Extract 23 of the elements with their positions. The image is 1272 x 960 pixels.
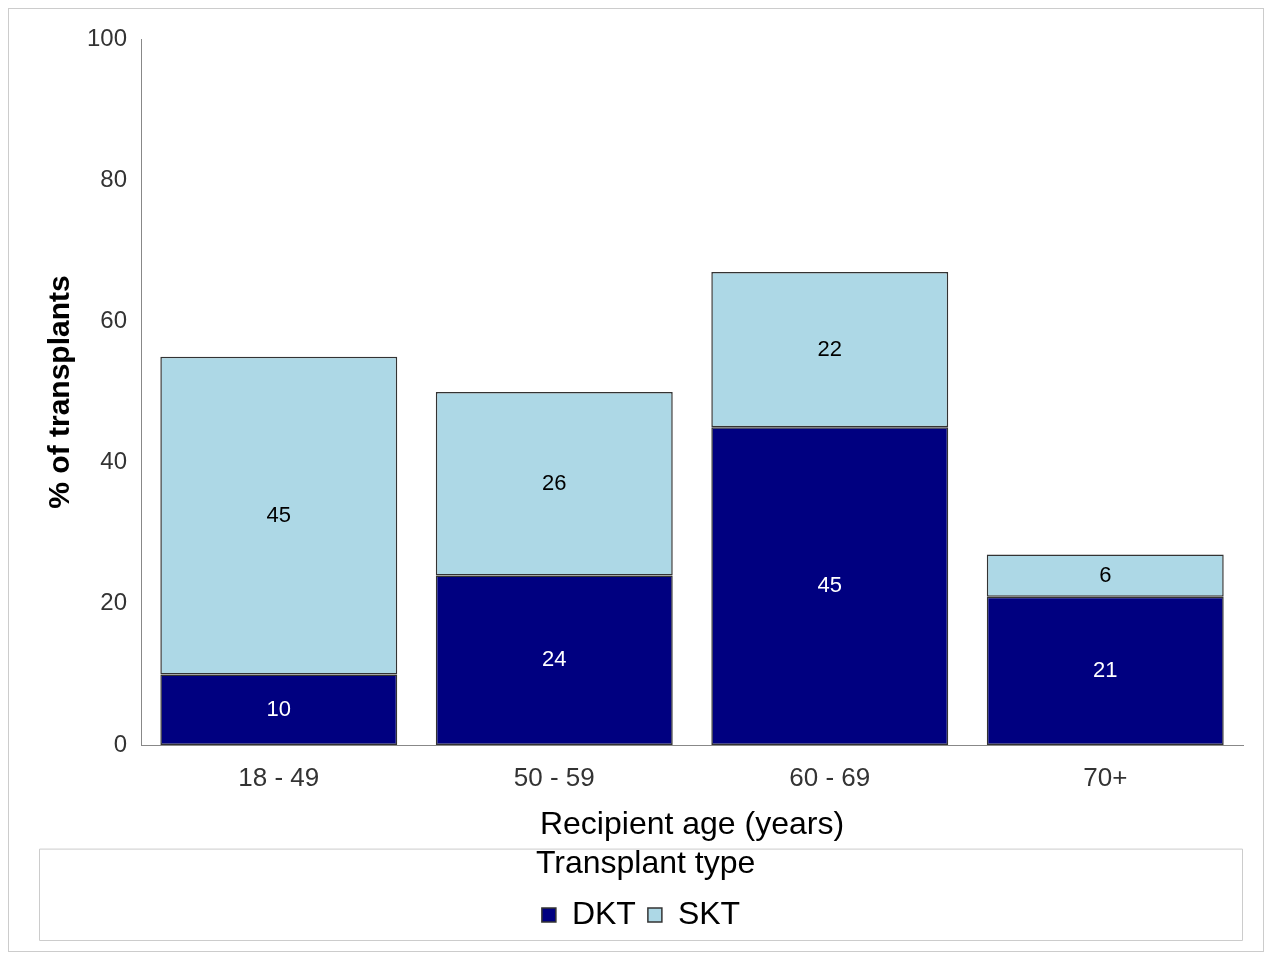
y-tick-label: 80 — [100, 164, 128, 192]
y-tick-label: 60 — [100, 306, 128, 334]
x-tick-label: 18 - 49 — [238, 761, 320, 792]
x-tick-label: 70+ — [1083, 761, 1128, 792]
x-tick-label: 50 - 59 — [513, 761, 595, 792]
y-axis-title: % of transplants — [42, 275, 76, 509]
x-axis-title: Recipient age (years) — [539, 805, 845, 842]
data-label: 10 — [266, 695, 292, 721]
data-label: 45 — [266, 501, 292, 527]
data-label: 22 — [817, 335, 843, 361]
data-label: 24 — [542, 646, 567, 672]
legend-label: DKT — [571, 894, 636, 931]
data-label: 45 — [817, 572, 843, 598]
x-tick-label: 60 - 69 — [789, 761, 871, 792]
data-label: 6 — [1099, 561, 1112, 587]
data-label: 26 — [542, 469, 567, 495]
y-tick-label: 0 — [113, 729, 128, 757]
y-tick-label: 100 — [87, 23, 128, 51]
data-label: 21 — [1093, 656, 1118, 682]
legend-title: Transplant type — [535, 844, 756, 881]
y-tick-label: 20 — [100, 588, 128, 616]
y-tick-label: 40 — [100, 447, 128, 475]
legend-label: SKT — [677, 894, 741, 931]
